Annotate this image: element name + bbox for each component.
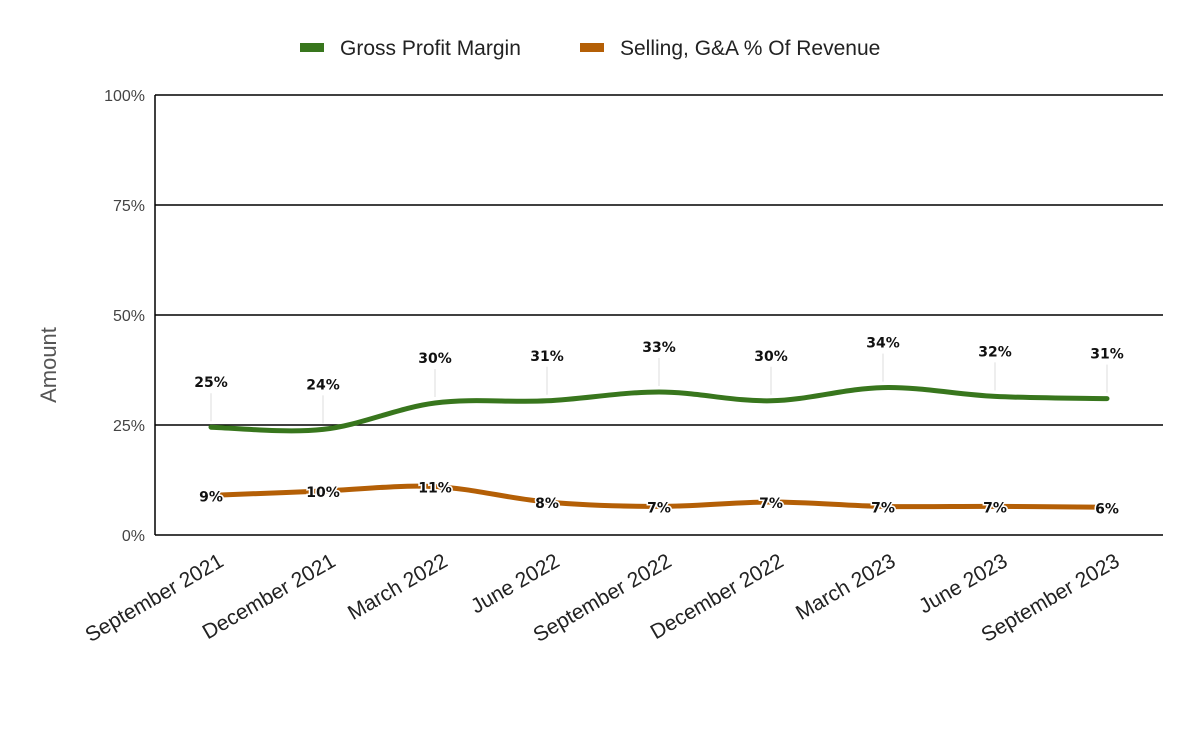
data-label: 6% bbox=[1095, 501, 1119, 517]
data-label: 24% bbox=[306, 377, 340, 393]
data-labels: 25% 24% 30% 31% 33% 30% 34% 32% 31% 9% 10% 11% 8% 7% 7… bbox=[194, 336, 1124, 519]
data-label: 7% bbox=[759, 496, 783, 512]
data-label: 30% bbox=[754, 349, 788, 365]
legend-swatch-selling-ga bbox=[580, 43, 604, 52]
y-tick-label: 100% bbox=[104, 88, 145, 105]
gridlines bbox=[154, 94, 1163, 536]
series-line-0 bbox=[208, 385, 1110, 434]
x-tick-label: June 2022 bbox=[467, 549, 563, 618]
data-label: 32% bbox=[978, 344, 1012, 360]
y-tick-label: 25% bbox=[113, 418, 145, 435]
x-tick-label: March 2023 bbox=[792, 549, 900, 624]
data-label: 7% bbox=[871, 500, 895, 516]
data-label: 8% bbox=[535, 496, 559, 512]
legend-swatch-gross-profit-margin bbox=[300, 43, 324, 52]
y-axis-title: Amount bbox=[36, 327, 61, 403]
x-tick-label: March 2022 bbox=[344, 549, 452, 624]
legend-label-gross-profit-margin: Gross Profit Margin bbox=[340, 37, 521, 60]
y-tick-label: 50% bbox=[113, 308, 145, 325]
data-label: 10% bbox=[306, 485, 340, 501]
y-axis-ticks: 0% 25% 50% 75% 100% bbox=[104, 88, 145, 545]
y-tick-label: 0% bbox=[122, 528, 145, 545]
legend-label-selling-ga: Selling, G&A % Of Revenue bbox=[620, 37, 880, 60]
series-line-1 bbox=[208, 483, 1110, 510]
data-label: 25% bbox=[194, 375, 228, 391]
data-label: 34% bbox=[866, 336, 900, 352]
data-label: 9% bbox=[199, 489, 223, 505]
data-label: 11% bbox=[418, 481, 452, 497]
x-tick-label: June 2023 bbox=[915, 549, 1011, 618]
data-label: 30% bbox=[418, 351, 452, 367]
data-label: 7% bbox=[983, 500, 1007, 516]
y-tick-label: 75% bbox=[113, 198, 145, 215]
label-leader-lines bbox=[210, 353, 1108, 424]
legend: Gross Profit Margin Selling, G&A % Of Re… bbox=[300, 37, 880, 60]
data-label: 7% bbox=[647, 500, 671, 516]
data-label: 31% bbox=[530, 349, 564, 365]
data-label: 31% bbox=[1090, 347, 1124, 363]
series-lines bbox=[208, 385, 1110, 510]
data-label: 33% bbox=[642, 340, 676, 356]
